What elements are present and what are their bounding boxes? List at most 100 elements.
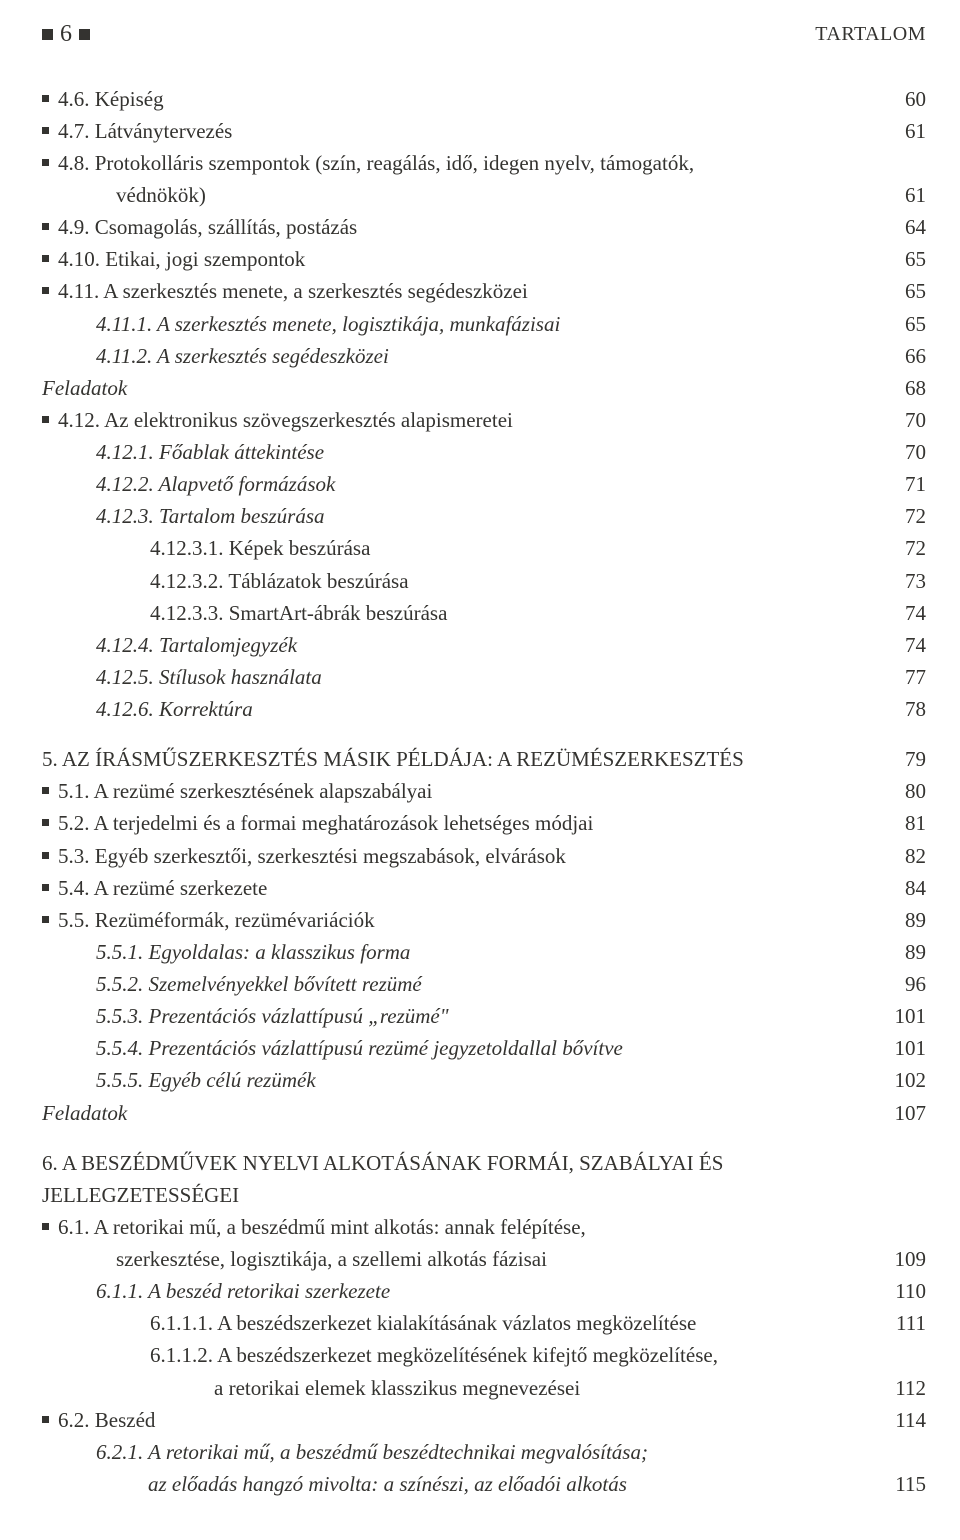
table-of-contents: 4.6. Képiség604.7. Látványtervezés614.8.… xyxy=(42,83,926,1500)
toc-page: 74 xyxy=(895,629,926,661)
square-bullet-icon xyxy=(42,95,49,102)
toc-label: 4.12. Az elektronikus szövegszerkesztés … xyxy=(58,404,513,436)
toc-page: 101 xyxy=(885,1000,927,1032)
toc-label: szerkesztése, logisztikája, a szellemi a… xyxy=(116,1243,547,1275)
toc-page: 61 xyxy=(895,115,926,147)
toc-page: 89 xyxy=(895,904,926,936)
toc-row: 4.12.5. Stílusok használata77 xyxy=(42,661,926,693)
square-bullet-icon xyxy=(42,884,49,891)
toc-label: 4.8. Protokolláris szempontok (szín, rea… xyxy=(58,147,694,179)
toc-text: 6.1.1.1. A beszédszerkezet kialakításána… xyxy=(42,1307,886,1339)
toc-row: 4.10. Etikai, jogi szempontok65 xyxy=(42,243,926,275)
toc-label: védnökök) xyxy=(116,179,206,211)
toc-text: 4.11. A szerkesztés menete, a szerkeszté… xyxy=(42,275,895,307)
toc-page: 115 xyxy=(885,1468,926,1500)
page-header: 6 TARTALOM xyxy=(42,16,926,53)
toc-text: 4.12.3.1. Képek beszúrása xyxy=(42,532,895,564)
toc-row: 4.7. Látványtervezés 61 xyxy=(42,115,926,147)
spacer xyxy=(42,1129,926,1147)
toc-row: 6.1.1.2. A beszédszerkezet megközelítésé… xyxy=(42,1339,926,1371)
toc-label: 4.12.3. Tartalom beszúrása xyxy=(96,500,325,532)
toc-label: 5.2. A terjedelmi és a formai meghatároz… xyxy=(58,807,593,839)
square-icon xyxy=(42,29,53,40)
toc-row: 5.5.1. Egyoldalas: a klasszikus forma89 xyxy=(42,936,926,968)
toc-text: 4.12.3. Tartalom beszúrása xyxy=(42,500,895,532)
toc-text: 6.2. Beszéd xyxy=(42,1404,885,1436)
toc-label: 4.7. Látványtervezés xyxy=(58,115,232,147)
page-number-wrap: 6 xyxy=(42,16,90,53)
toc-label: 6.1.1. A beszéd retorikai szerkezete xyxy=(96,1275,390,1307)
toc-row: 5. AZ ÍRÁSMŰSZERKESZTÉS MÁSIK PÉLDÁJA: A… xyxy=(42,743,926,775)
toc-label: 4.10. Etikai, jogi szempontok xyxy=(58,243,305,275)
toc-label: 5.5.1. Egyoldalas: a klasszikus forma xyxy=(96,936,410,968)
toc-row: 4.12.1. Főablak áttekintése70 xyxy=(42,436,926,468)
toc-label: 5.5.3. Prezentációs vázlattípusú „rezümé… xyxy=(96,1000,449,1032)
toc-row: 5.3. Egyéb szerkesztői, szerkesztési meg… xyxy=(42,840,926,872)
toc-row: 4.12.2. Alapvető formázások71 xyxy=(42,468,926,500)
toc-row: 4.12.6. Korrektúra78 xyxy=(42,693,926,725)
toc-row: 6.2. Beszéd114 xyxy=(42,1404,926,1436)
toc-row: Feladatok 68 xyxy=(42,372,926,404)
toc-label: 4.12.3.3. SmartArt-ábrák beszúrása xyxy=(150,597,447,629)
toc-label: Feladatok xyxy=(42,1097,127,1129)
toc-label: 5.3. Egyéb szerkesztői, szerkesztési meg… xyxy=(58,840,566,872)
toc-page: 66 xyxy=(895,340,926,372)
toc-row: 5.5.3. Prezentációs vázlattípusú „rezümé… xyxy=(42,1000,926,1032)
toc-text: 4.12.6. Korrektúra xyxy=(42,693,895,725)
toc-page: 65 xyxy=(895,275,926,307)
toc-label: 6.2. Beszéd xyxy=(58,1404,155,1436)
toc-label: 5.5.2. Szemelvényekkel bővített rezümé xyxy=(96,968,422,1000)
toc-label: Feladatok xyxy=(42,372,127,404)
toc-label: 5.5.4. Prezentációs vázlattípusú rezümé … xyxy=(96,1032,623,1064)
square-bullet-icon xyxy=(42,787,49,794)
toc-text: 6.1.1. A beszéd retorikai szerkezete xyxy=(42,1275,885,1307)
toc-label: 4.11. A szerkesztés menete, a szerkeszté… xyxy=(58,275,528,307)
toc-page: 73 xyxy=(895,565,926,597)
toc-label: 4.12.2. Alapvető formázások xyxy=(96,468,335,500)
toc-row: 6. A BESZÉDMŰVEK NYELVI ALKOTÁSÁNAK FORM… xyxy=(42,1147,926,1211)
toc-page: 60 xyxy=(895,83,926,115)
toc-page: 72 xyxy=(895,532,926,564)
toc-row: 6.1.1.1. A beszédszerkezet kialakításána… xyxy=(42,1307,926,1339)
square-bullet-icon xyxy=(42,223,49,230)
toc-label: 6.2.1. A retorikai mű, a beszédmű beszéd… xyxy=(96,1436,648,1468)
toc-label: 6.1.1.2. A beszédszerkezet megközelítésé… xyxy=(150,1339,718,1371)
toc-row: 4.8. Protokolláris szempontok (szín, rea… xyxy=(42,147,926,179)
header-label: TARTALOM xyxy=(815,19,926,50)
toc-row: szerkesztése, logisztikája, a szellemi a… xyxy=(42,1243,926,1275)
toc-label: 4.12.3.2. Táblázatok beszúrása xyxy=(150,565,409,597)
toc-page: 80 xyxy=(895,775,926,807)
toc-text: az előadás hangzó mivolta: a színészi, a… xyxy=(42,1468,885,1500)
toc-label: 4.9. Csomagolás, szállítás, postázás xyxy=(58,211,357,243)
toc-label: 6.1.1.1. A beszédszerkezet kialakításána… xyxy=(150,1307,696,1339)
toc-row: az előadás hangzó mivolta: a színészi, a… xyxy=(42,1468,926,1500)
toc-page: 68 xyxy=(895,372,926,404)
toc-row: 4.11.1. A szerkesztés menete, logisztiká… xyxy=(42,308,926,340)
toc-text: 5.1. A rezümé szerkesztésének alapszabál… xyxy=(42,775,895,807)
square-bullet-icon xyxy=(42,159,49,166)
toc-row: 6.2.1. A retorikai mű, a beszédmű beszéd… xyxy=(42,1436,926,1468)
toc-text: a retorikai elemek klasszikus megnevezés… xyxy=(42,1372,885,1404)
square-bullet-icon xyxy=(42,1223,49,1230)
toc-text: 4.12.3.2. Táblázatok beszúrása xyxy=(42,565,895,597)
toc-text: szerkesztése, logisztikája, a szellemi a… xyxy=(42,1243,885,1275)
toc-row: 4.11. A szerkesztés menete, a szerkeszté… xyxy=(42,275,926,307)
toc-text: 5.5.3. Prezentációs vázlattípusú „rezümé… xyxy=(42,1000,885,1032)
toc-text: 5.2. A terjedelmi és a formai meghatároz… xyxy=(42,807,895,839)
toc-page: 79 xyxy=(895,743,926,775)
toc-page: 111 xyxy=(886,1307,926,1339)
toc-page: 107 xyxy=(885,1097,927,1129)
toc-page: 109 xyxy=(885,1243,927,1275)
toc-row: védnökök)61 xyxy=(42,179,926,211)
toc-text: 4.11.2. A szerkesztés segédeszközei xyxy=(42,340,895,372)
toc-row: 4.12.3.3. SmartArt-ábrák beszúrása74 xyxy=(42,597,926,629)
square-bullet-icon xyxy=(42,255,49,262)
toc-text: 4.10. Etikai, jogi szempontok xyxy=(42,243,895,275)
toc-page: 65 xyxy=(895,308,926,340)
toc-page: 77 xyxy=(895,661,926,693)
toc-text: 5.4. A rezümé szerkezete xyxy=(42,872,895,904)
toc-label: 4.11.2. A szerkesztés segédeszközei xyxy=(96,340,389,372)
square-bullet-icon xyxy=(42,127,49,134)
square-bullet-icon xyxy=(42,819,49,826)
toc-label: 4.12.3.1. Képek beszúrása xyxy=(150,532,370,564)
